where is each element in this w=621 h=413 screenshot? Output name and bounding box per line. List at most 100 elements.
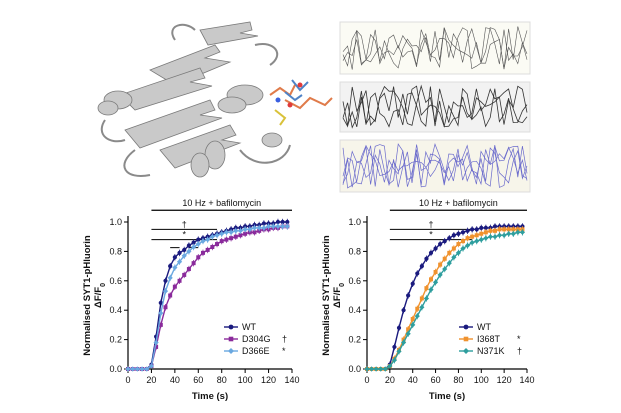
data-point (483, 230, 488, 235)
trace-line (342, 86, 528, 129)
data-point (451, 246, 456, 251)
data-point (275, 219, 281, 225)
data-point (474, 233, 479, 238)
data-point (256, 225, 262, 231)
data-point (219, 231, 225, 237)
data-point (479, 225, 484, 230)
legend-significance: * (517, 334, 521, 344)
data-point (396, 348, 402, 354)
data-point (172, 284, 177, 289)
data-point (261, 225, 267, 231)
data-point (364, 366, 370, 372)
stimulus-label: 10 Hz + bafilomycin (182, 198, 261, 208)
data-point (158, 322, 163, 327)
data-point (478, 237, 484, 243)
data-point (446, 260, 452, 266)
data-point (144, 366, 150, 372)
data-point (474, 238, 480, 244)
data-point (224, 237, 229, 242)
data-point (401, 308, 406, 313)
data-point (195, 241, 201, 247)
data-point (405, 331, 411, 337)
data-point (519, 229, 526, 235)
x-tick-label: 40 (408, 375, 418, 385)
y-tick-label: 0.8 (109, 246, 122, 256)
stimulus-label: 10 Hz + bafilomycin (419, 198, 498, 208)
highlighted-residues (269, 79, 333, 126)
data-point (515, 229, 521, 235)
data-point (497, 227, 502, 232)
significance-symbol: † (182, 219, 187, 229)
data-point (168, 264, 173, 269)
legend-marker (463, 336, 469, 342)
data-point (483, 225, 488, 230)
data-point (182, 247, 187, 253)
data-point (419, 264, 424, 269)
data-point (419, 304, 425, 310)
y-tick-label: 0.2 (109, 335, 122, 345)
data-point (214, 232, 220, 238)
data-point (134, 366, 140, 372)
data-point (392, 344, 397, 350)
x-tick-label: 0 (364, 375, 369, 385)
y-axis-label-subscript: 0 (100, 283, 107, 287)
data-point (442, 239, 447, 244)
data-point (200, 238, 206, 244)
legend-significance: † (517, 346, 522, 356)
data-point (438, 241, 443, 247)
x-tick-label: 20 (146, 375, 156, 385)
data-point (414, 313, 420, 319)
y-axis-label-unit: ΔF/F0 (93, 283, 107, 308)
data-point (447, 250, 452, 255)
trace-panels (339, 21, 531, 193)
data-point (148, 363, 155, 369)
data-point (163, 278, 168, 283)
data-point (415, 271, 420, 276)
data-point (196, 237, 201, 242)
data-point (465, 228, 470, 233)
chart-right: 0 20 40 60 80 100 120 140 0.0 0.2 0.4 0.6 0.8 1.0 Time… (321, 198, 535, 402)
data-point (456, 231, 461, 236)
data-point (261, 221, 266, 226)
data-point (229, 236, 234, 241)
data-point (205, 237, 211, 243)
trace-panel-3 (339, 139, 531, 193)
data-point (200, 250, 205, 255)
data-point (158, 300, 163, 305)
data-point (511, 227, 516, 232)
data-point (492, 234, 498, 240)
data-point (270, 223, 276, 230)
x-tick-label: 20 (385, 375, 395, 385)
data-point (186, 243, 192, 248)
data-point (460, 245, 466, 252)
significance-symbol: * (429, 230, 433, 240)
data-point (242, 226, 248, 232)
x-tick-label: 80 (453, 375, 463, 385)
data-point (158, 310, 164, 316)
legend-label: D304G (242, 334, 271, 344)
data-point (252, 230, 257, 235)
x-tick-label: 140 (519, 375, 534, 385)
data-point (387, 363, 393, 369)
data-point (460, 230, 466, 235)
x-tick-label: 80 (217, 375, 227, 385)
data-point (210, 244, 215, 249)
data-point (205, 247, 210, 252)
data-point (168, 293, 173, 298)
data-point (209, 234, 215, 240)
data-point (233, 234, 238, 239)
significance-symbol: † (428, 219, 433, 229)
trace-line (342, 143, 528, 188)
data-point (488, 228, 493, 233)
data-point (406, 327, 411, 332)
data-point (410, 322, 416, 328)
data-point (423, 295, 430, 302)
data-point (465, 236, 470, 241)
trace-line (342, 27, 528, 69)
data-point (176, 259, 183, 265)
data-point (451, 254, 457, 260)
data-point (191, 240, 196, 245)
data-point (373, 366, 379, 372)
y-tick-label: 1.0 (109, 217, 122, 227)
